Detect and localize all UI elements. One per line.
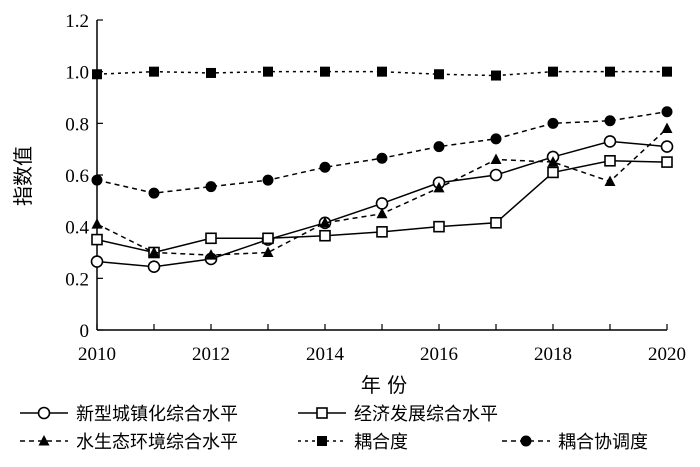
x-tick-label: 2016 <box>420 344 458 365</box>
data-point <box>319 216 331 228</box>
data-point <box>92 69 102 80</box>
legend-label: 耦合协调度 <box>558 432 648 453</box>
data-point <box>376 207 388 219</box>
data-point <box>603 135 617 148</box>
data-point <box>491 70 501 81</box>
data-point <box>205 181 217 193</box>
x-tick-label: 2020 <box>648 344 686 365</box>
data-point <box>263 66 273 77</box>
data-point <box>604 175 616 186</box>
legend-marker <box>520 435 532 447</box>
data-point <box>205 232 217 245</box>
data-point <box>604 115 616 127</box>
series-3 <box>91 122 673 260</box>
data-point <box>262 232 274 245</box>
y-tick-label: 1.0 <box>65 63 89 84</box>
y-tick-label: 0.2 <box>65 269 89 290</box>
data-point <box>375 197 389 210</box>
y-axis-label: 指数值 <box>11 146 35 206</box>
legend-label: 水生态环境综合水平 <box>76 432 238 453</box>
legend-marker <box>317 436 327 446</box>
x-tick-label: 2012 <box>192 344 230 365</box>
plot-area <box>90 66 674 274</box>
series-5 <box>91 106 673 199</box>
legend-marker <box>37 406 51 420</box>
legend-item-2: 经济发展综合水平 <box>298 404 498 425</box>
data-point <box>661 156 673 168</box>
data-point <box>547 166 559 179</box>
y-tick-label: 1.2 <box>65 11 89 32</box>
data-point <box>604 154 616 167</box>
data-point <box>489 168 503 182</box>
data-point <box>376 226 388 238</box>
data-point <box>433 141 445 153</box>
legend-item-3: 水生态环境综合水平 <box>20 432 238 453</box>
data-point <box>319 161 331 173</box>
data-point <box>90 255 104 268</box>
legend-marker <box>38 435 50 446</box>
y-tick-label: 0.4 <box>65 218 89 239</box>
legend-label: 经济发展综合水平 <box>354 404 498 425</box>
data-point <box>661 106 673 118</box>
axes: 0 0.2 0.4 0.6 0.8 1.0 1.2 2010 2012 2014 2016 2018 2… <box>65 11 686 365</box>
y-tick-label: 0 <box>80 321 90 342</box>
data-point <box>147 260 161 274</box>
data-point <box>433 181 445 193</box>
data-point <box>490 216 502 229</box>
data-point <box>547 117 559 129</box>
data-point <box>148 187 160 199</box>
y-tick-label: 0.6 <box>65 166 89 187</box>
data-point <box>660 140 674 153</box>
data-point <box>662 66 672 77</box>
data-point <box>661 122 673 133</box>
data-point <box>262 174 274 186</box>
series-4 <box>92 66 672 81</box>
data-point <box>205 249 217 260</box>
legend-item-4: 耦合度 <box>298 432 408 453</box>
legend-item-1: 新型城镇化综合水平 <box>20 404 238 425</box>
x-axis-label: 年 份 <box>361 373 407 397</box>
data-point <box>490 133 502 145</box>
data-point <box>605 66 615 77</box>
data-point <box>547 156 559 167</box>
data-point <box>91 233 103 246</box>
data-point <box>148 246 160 257</box>
legend-label: 新型城镇化综合水平 <box>76 404 238 425</box>
data-point <box>149 66 159 77</box>
data-point <box>434 69 444 80</box>
data-point <box>490 153 502 164</box>
legend-marker <box>316 407 328 419</box>
x-tick-label: 2014 <box>306 344 345 365</box>
data-point <box>320 66 330 77</box>
series-line <box>96 110 668 194</box>
x-tick-label: 2010 <box>78 344 116 365</box>
data-point <box>377 66 387 77</box>
data-point <box>206 67 216 78</box>
legend-label: 耦合度 <box>354 432 408 453</box>
data-point <box>91 218 103 229</box>
data-point <box>376 152 388 164</box>
data-point <box>433 220 445 233</box>
data-point <box>262 246 274 257</box>
data-point <box>548 66 558 77</box>
y-tick-label: 0.8 <box>65 114 89 135</box>
legend-item-5: 耦合协调度 <box>502 432 648 453</box>
x-tick-label: 2018 <box>534 344 572 365</box>
data-point <box>91 174 103 186</box>
data-point <box>319 229 331 242</box>
